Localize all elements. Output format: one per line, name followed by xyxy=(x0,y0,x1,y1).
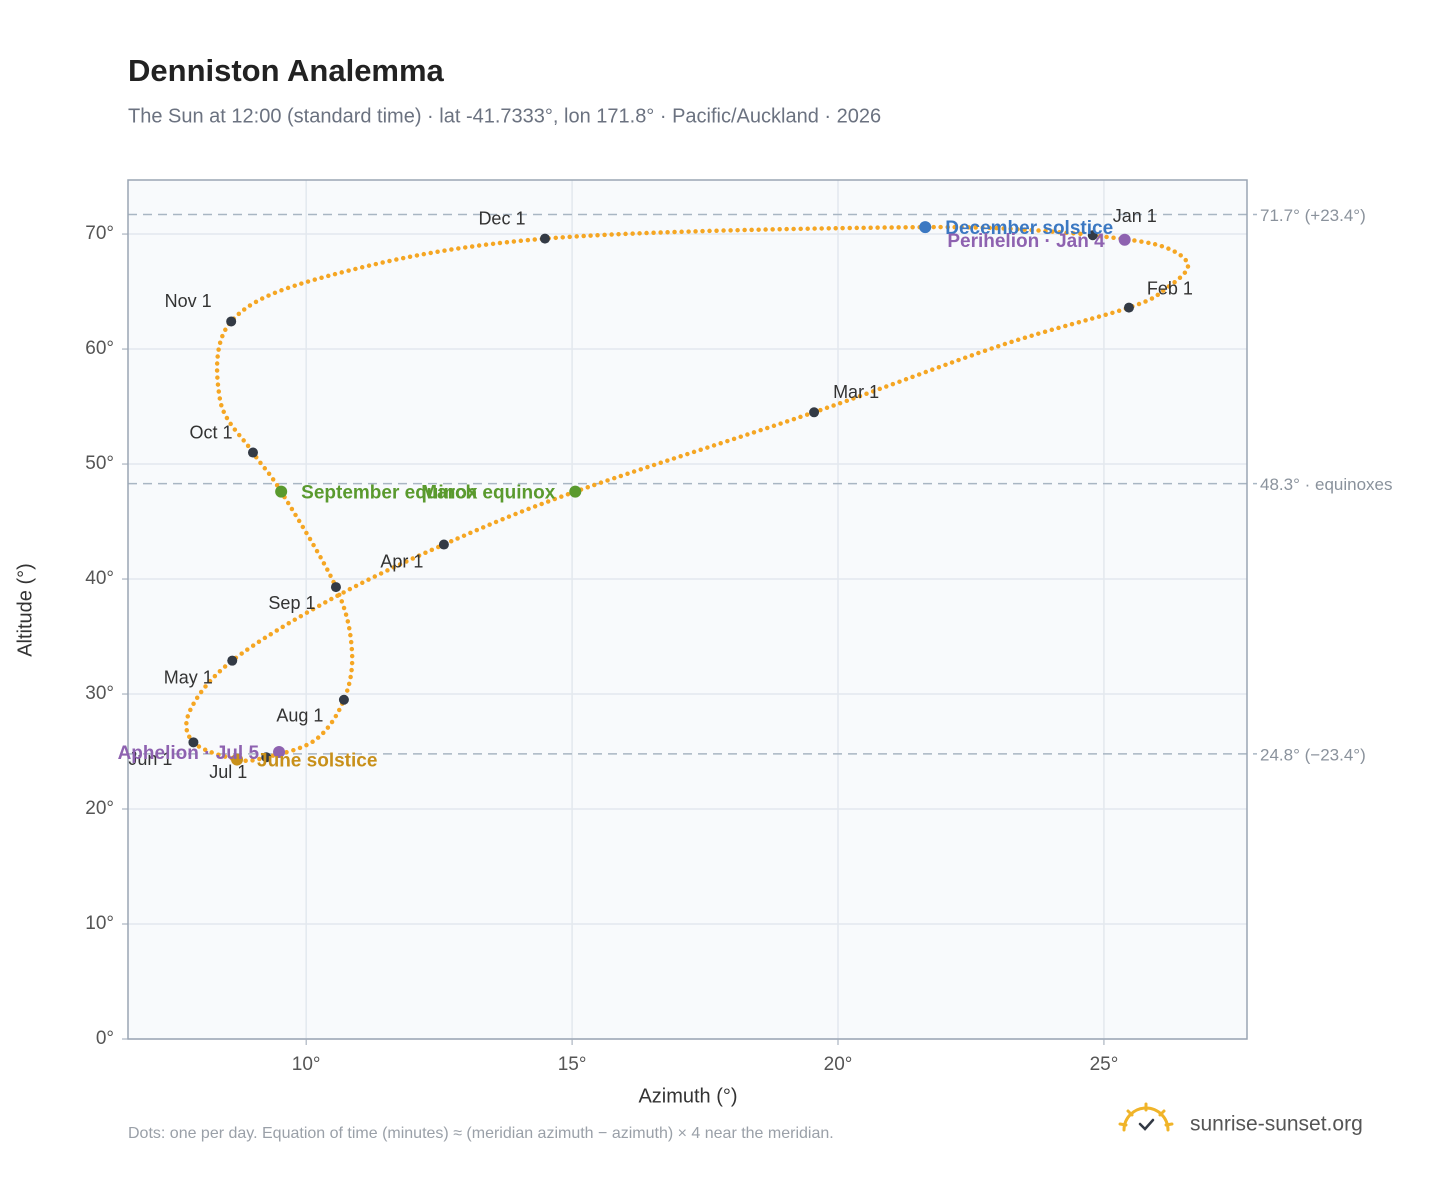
month-marker xyxy=(227,655,238,666)
month-marker xyxy=(809,407,820,418)
month-marker xyxy=(226,316,237,327)
event-label: Perihelion · Jan 4 xyxy=(947,231,1105,252)
y-tick-label: 40° xyxy=(85,568,114,589)
month-marker xyxy=(188,737,199,748)
reference-label: 24.8° (−23.4°) xyxy=(1260,745,1366,764)
brand-logo xyxy=(1118,1102,1174,1132)
event-label: March equinox xyxy=(421,483,556,504)
event-label: September equinox xyxy=(301,483,478,504)
month-marker xyxy=(261,752,272,763)
y-tick-label: 50° xyxy=(85,453,114,474)
month-label: Feb 1 xyxy=(1147,278,1193,298)
chart-subtitle: The Sun at 12:00 (standard time) · lat -… xyxy=(128,105,881,127)
x-tick-label: 10° xyxy=(292,1054,321,1075)
brand-name: sunrise-sunset.org xyxy=(1190,1113,1363,1136)
month-label: Nov 1 xyxy=(165,291,212,311)
month-label: Oct 1 xyxy=(189,422,232,442)
y-tick-label: 60° xyxy=(85,338,114,359)
event-marker xyxy=(919,221,932,234)
month-label: Jun 1 xyxy=(128,749,172,769)
month-label: May 1 xyxy=(164,667,213,687)
x-tick-label: 20° xyxy=(824,1054,853,1075)
event-marker xyxy=(569,485,582,498)
event-marker xyxy=(1118,233,1131,246)
x-axis-title: Azimuth (°) xyxy=(638,1085,737,1107)
plot-border xyxy=(127,179,1248,1040)
x-tick-label: 25° xyxy=(1090,1054,1119,1075)
reference-label: 48.3° · equinoxes xyxy=(1260,475,1393,494)
y-tick-label: 70° xyxy=(85,223,114,244)
footnote: Dots: one per day. Equation of time (min… xyxy=(128,1125,834,1142)
month-marker xyxy=(1123,302,1134,313)
reference-label: 71.7° (+23.4°) xyxy=(1260,206,1366,225)
month-marker xyxy=(338,694,349,705)
y-tick-label: 20° xyxy=(85,798,114,819)
month-label: Jul 1 xyxy=(209,762,247,782)
event-label: Aphelion · Jul 5 xyxy=(118,743,260,764)
event-label: June solstice xyxy=(257,751,377,772)
month-label: Jan 1 xyxy=(1113,206,1157,226)
month-label: Sep 1 xyxy=(268,593,315,613)
month-marker xyxy=(330,582,341,593)
event-marker xyxy=(231,753,244,766)
month-marker xyxy=(1087,230,1098,241)
y-tick-label: 30° xyxy=(85,683,114,704)
month-marker xyxy=(247,447,258,458)
event-marker xyxy=(273,745,286,758)
chart-title: Denniston Analemma xyxy=(128,53,445,88)
month-marker xyxy=(539,233,550,244)
marks xyxy=(184,221,1191,766)
month-label: Dec 1 xyxy=(478,208,525,228)
event-label: December solstice xyxy=(945,218,1113,239)
month-marker xyxy=(438,539,449,550)
event-marker xyxy=(275,485,288,498)
month-label: Mar 1 xyxy=(833,382,879,402)
y-axis-title: Altitude (°) xyxy=(14,563,36,657)
x-tick-label: 15° xyxy=(558,1054,587,1075)
month-label: Aug 1 xyxy=(276,706,323,726)
y-tick-label: 0° xyxy=(96,1028,114,1049)
y-tick-label: 10° xyxy=(85,913,114,934)
month-label: Apr 1 xyxy=(380,551,423,571)
